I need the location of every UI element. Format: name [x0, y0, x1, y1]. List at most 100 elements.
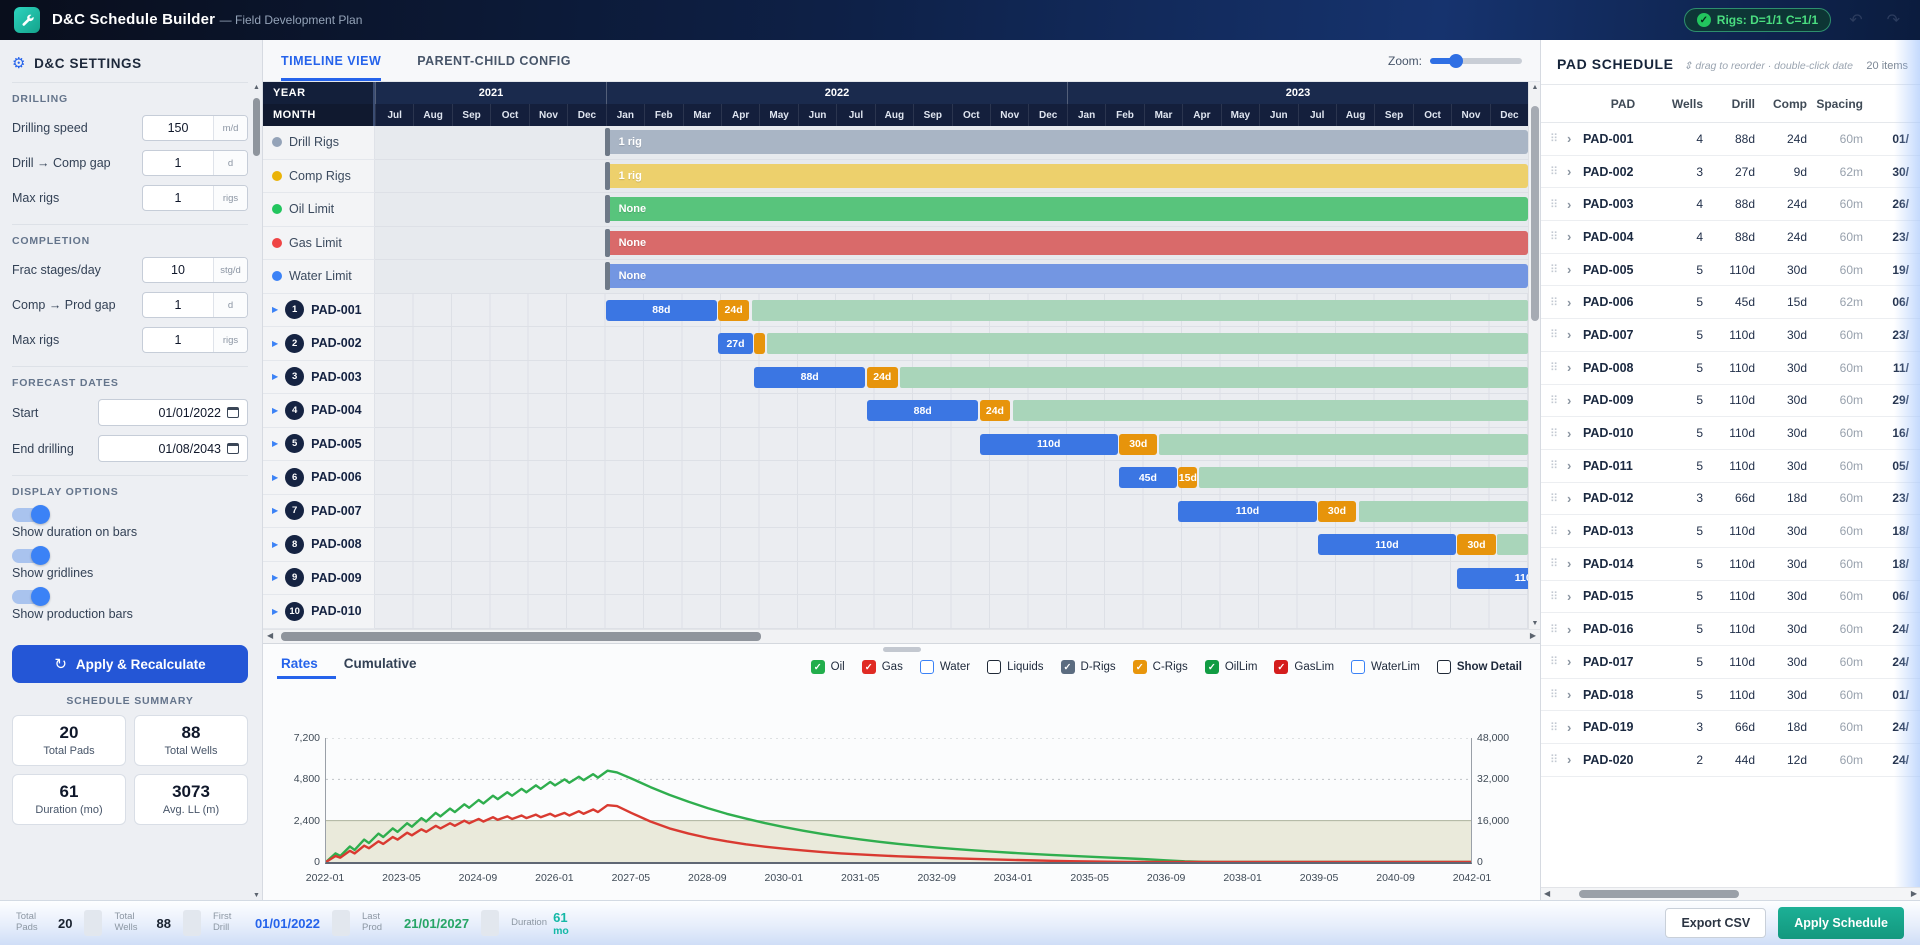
- field-value[interactable]: 10: [171, 263, 185, 277]
- comp-bar[interactable]: 24d: [866, 366, 898, 388]
- comp-bar[interactable]: 30d: [1119, 433, 1158, 455]
- date-value[interactable]: 01/08/2043: [158, 441, 221, 456]
- bar-grip-handle[interactable]: [604, 262, 610, 290]
- comp-bar[interactable]: 30d: [1317, 500, 1357, 522]
- apply-schedule-button[interactable]: Apply Schedule: [1778, 907, 1904, 939]
- legend-checkbox-show-detail[interactable]: Show Detail: [1436, 660, 1522, 674]
- production-bar[interactable]: [1358, 500, 1528, 522]
- start-date-cell[interactable]: 16/: [1892, 426, 1909, 441]
- field-value[interactable]: 1: [174, 191, 182, 205]
- limit-bar[interactable]: None: [604, 195, 1528, 223]
- scroll-left-icon[interactable]: ◀: [267, 631, 274, 640]
- expand-triangle-icon[interactable]: ▶: [272, 338, 279, 348]
- gantt-horizontal-scrollbar[interactable]: ◀ ▶: [263, 629, 1540, 643]
- limit-bar[interactable]: None: [604, 262, 1528, 290]
- drag-grip-icon[interactable]: ⠿: [1549, 589, 1559, 603]
- pad-table-row[interactable]: ⠿ › PAD-010 5 110d 30d 60m 16/: [1541, 417, 1920, 450]
- zoom-slider[interactable]: [1430, 53, 1522, 68]
- expand-triangle-icon[interactable]: ▶: [272, 372, 279, 382]
- chevron-right-icon[interactable]: ›: [1567, 131, 1572, 147]
- number-input[interactable]: 1 rigs: [142, 327, 248, 353]
- date-input[interactable]: 01/08/2043: [98, 435, 248, 462]
- pad-table-row[interactable]: ⠿ › PAD-003 4 88d 24d 60m 26/: [1541, 188, 1920, 222]
- pad-table-row[interactable]: ⠿ › PAD-019 3 66d 18d 60m 24/: [1541, 711, 1920, 745]
- number-input[interactable]: 10 stg/d: [142, 257, 248, 283]
- number-input[interactable]: 150 m/d: [142, 115, 248, 141]
- start-date-cell[interactable]: 11/: [1892, 360, 1909, 375]
- toggle-knob[interactable]: [31, 587, 50, 606]
- start-date-cell[interactable]: 06/: [1892, 589, 1909, 604]
- limit-bar[interactable]: 1 rig: [604, 161, 1528, 190]
- checkbox-icon[interactable]: ✓: [861, 660, 876, 674]
- drag-grip-icon[interactable]: ⠿: [1549, 328, 1559, 342]
- drill-bar[interactable]: 88d: [753, 366, 866, 388]
- drag-grip-icon[interactable]: ⠿: [1549, 295, 1559, 309]
- chevron-right-icon[interactable]: ›: [1567, 327, 1572, 343]
- start-date-cell[interactable]: 30/: [1892, 164, 1909, 179]
- start-date-cell[interactable]: 01/: [1892, 687, 1909, 702]
- start-date-cell[interactable]: 24/: [1892, 654, 1909, 669]
- start-date-cell[interactable]: 01/: [1892, 131, 1909, 146]
- redo-icon[interactable]: ↷: [1886, 12, 1900, 29]
- drag-grip-icon[interactable]: ⠿: [1549, 524, 1559, 538]
- checkbox-icon[interactable]: ✓: [1204, 660, 1219, 674]
- checkbox-icon[interactable]: ✓: [1274, 660, 1289, 674]
- drag-grip-icon[interactable]: ⠿: [1549, 688, 1559, 702]
- expand-triangle-icon[interactable]: ▶: [272, 472, 279, 482]
- production-bar[interactable]: [1012, 400, 1528, 421]
- toggle-knob[interactable]: [31, 546, 50, 565]
- chevron-right-icon[interactable]: ›: [1567, 490, 1572, 506]
- pad-table-row[interactable]: ⠿ › PAD-002 3 27d 9d 62m 30/: [1541, 156, 1920, 189]
- drill-bar[interactable]: 110d: [1317, 534, 1457, 555]
- field-value[interactable]: 1: [174, 298, 182, 312]
- production-bar[interactable]: [1199, 467, 1528, 488]
- expand-triangle-icon[interactable]: ▶: [272, 573, 279, 583]
- drag-grip-icon[interactable]: ⠿: [1549, 132, 1559, 146]
- scroll-right-icon[interactable]: ▶: [1910, 889, 1917, 898]
- scroll-right-icon[interactable]: ▶: [1529, 631, 1536, 640]
- bar-grip-handle[interactable]: [604, 128, 610, 156]
- toggle-switch[interactable]: [12, 587, 50, 606]
- pad-table-row[interactable]: ⠿ › PAD-008 5 110d 30d 60m 11/: [1541, 352, 1920, 385]
- start-date-cell[interactable]: 18/: [1892, 556, 1909, 571]
- pad-table-row[interactable]: ⠿ › PAD-001 4 88d 24d 60m 01/: [1541, 123, 1920, 156]
- legend-checkbox-gas[interactable]: ✓ Gas: [861, 660, 903, 674]
- checkbox-icon[interactable]: ✓: [1132, 660, 1147, 674]
- legend-checkbox-liquids[interactable]: Liquids: [987, 660, 1044, 674]
- pad-table-row[interactable]: ⠿ › PAD-009 5 110d 30d 60m 29/: [1541, 385, 1920, 418]
- tab-timeline-view[interactable]: TIMELINE VIEW: [281, 40, 382, 81]
- tab-parent-child-config[interactable]: PARENT-CHILD CONFIG: [417, 53, 571, 68]
- start-date-cell[interactable]: 24/: [1892, 622, 1909, 637]
- chevron-right-icon[interactable]: ›: [1567, 621, 1572, 637]
- sidebar-scrollbar[interactable]: ▲ ▼: [251, 84, 262, 900]
- drag-grip-icon[interactable]: ⠿: [1549, 426, 1559, 440]
- scroll-up-icon[interactable]: ▲: [1531, 84, 1539, 91]
- chevron-right-icon[interactable]: ›: [1567, 523, 1572, 539]
- chevron-right-icon[interactable]: ›: [1567, 196, 1572, 212]
- production-bar[interactable]: [899, 366, 1528, 388]
- pad-table-row[interactable]: ⠿ › PAD-011 5 110d 30d 60m 05/: [1541, 450, 1920, 483]
- expand-triangle-icon[interactable]: ▶: [272, 405, 279, 415]
- expand-triangle-icon[interactable]: ▶: [272, 305, 279, 315]
- tab-rates[interactable]: Rates: [277, 656, 336, 679]
- expand-triangle-icon[interactable]: ▶: [272, 539, 279, 549]
- pad-table-row[interactable]: ⠿ › PAD-017 5 110d 30d 60m 24/: [1541, 646, 1920, 679]
- chevron-right-icon[interactable]: ›: [1567, 654, 1572, 670]
- pad-table-row[interactable]: ⠿ › PAD-007 5 110d 30d 60m 23/: [1541, 319, 1920, 352]
- expand-triangle-icon[interactable]: ▶: [272, 506, 279, 516]
- date-input[interactable]: 01/01/2022: [98, 399, 248, 426]
- pad-panel-horizontal-scrollbar[interactable]: ◀ ▶: [1541, 887, 1920, 900]
- pad-table-row[interactable]: ⠿ › PAD-013 5 110d 30d 60m 18/: [1541, 515, 1920, 548]
- start-date-cell[interactable]: 23/: [1892, 491, 1909, 506]
- start-date-cell[interactable]: 23/: [1892, 327, 1909, 342]
- chevron-right-icon[interactable]: ›: [1567, 392, 1572, 408]
- checkbox-icon[interactable]: [987, 660, 1002, 674]
- drill-bar[interactable]: 110d: [1178, 500, 1317, 522]
- start-date-cell[interactable]: 23/: [1892, 229, 1909, 244]
- drag-grip-icon[interactable]: ⠿: [1549, 655, 1559, 669]
- drag-grip-icon[interactable]: ⠿: [1549, 230, 1559, 244]
- calendar-icon[interactable]: [227, 407, 239, 418]
- toggle-knob[interactable]: [31, 505, 50, 524]
- undo-icon[interactable]: ↶: [1849, 12, 1863, 29]
